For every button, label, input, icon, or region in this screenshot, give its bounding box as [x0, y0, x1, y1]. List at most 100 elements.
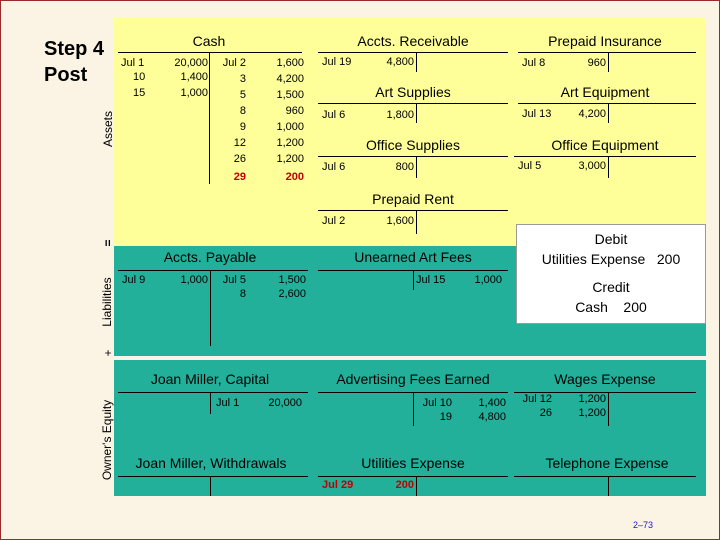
equity-side-label: Owner's Equity: [100, 399, 114, 481]
cash-credit-date-7: 26: [233, 153, 246, 165]
cash-new-credit-amount: 200: [285, 171, 304, 183]
cash-credit-date-6: 12: [233, 137, 246, 149]
equity-panel: [114, 360, 706, 496]
cash-debit-amount-3: 1,000: [180, 87, 208, 99]
office-supplies-t-stem: [416, 156, 417, 178]
wages-expense-t-top: [514, 392, 696, 393]
cash-credit-amount-7: 1,200: [276, 153, 304, 165]
art-supplies-title: Art Supplies: [375, 84, 451, 100]
art-supplies-debit-amount: 1,800: [386, 109, 414, 121]
unearned-art-fees-credit-date: Jul 15: [416, 274, 446, 286]
capital-t-stem: [210, 392, 211, 414]
unearned-art-fees-title: Unearned Art Fees: [354, 249, 472, 265]
accts-payable-credit-date-2: 8: [239, 288, 246, 300]
capital-credit-amount: 20,000: [268, 397, 302, 409]
art-equipment-debit-date: Jul 13: [522, 108, 552, 120]
art-supplies-debit-date: Jul 6: [322, 109, 346, 121]
art-equipment-t-top: [518, 103, 696, 104]
equals-sign: =: [101, 239, 115, 247]
utilities-expense-t-top: [318, 476, 508, 477]
art-equipment-debit-amount: 4,200: [578, 108, 606, 120]
advertising-fees-credit-amount-2: 4,800: [478, 411, 506, 423]
page-number: 2–73: [633, 520, 654, 530]
cash-debit-date-3: 15: [133, 87, 146, 99]
art-supplies-t-top: [318, 103, 508, 104]
note-credit-heading: Credit: [592, 279, 630, 295]
withdrawals-title: Joan Miller, Withdrawals: [135, 455, 287, 471]
capital-t-top: [118, 392, 308, 393]
cash-t-stem: [209, 52, 210, 184]
withdrawals-t-stem: [210, 476, 211, 496]
prepaid-insurance-title: Prepaid Insurance: [548, 33, 662, 49]
telephone-expense-t-top: [514, 476, 696, 477]
wages-expense-title: Wages Expense: [554, 371, 656, 387]
note-debit-heading: Debit: [594, 231, 628, 247]
note-credit-line: Cash 200: [575, 299, 647, 315]
office-supplies-debit-amount: 800: [395, 161, 414, 173]
accts-payable-credit-amount-1: 1,500: [278, 274, 306, 286]
accts-payable-debit-date: Jul 9: [122, 274, 146, 286]
office-supplies-title: Office Supplies: [366, 137, 460, 153]
art-supplies-t-stem: [416, 103, 417, 123]
cash-credit-date-3: 5: [239, 89, 246, 101]
accts-payable-credit-amount-2: 2,600: [278, 288, 306, 300]
accts-receivable-title: Accts. Receivable: [357, 33, 469, 49]
liabilities-side-label: Liabilities: [100, 277, 114, 327]
art-equipment-title: Art Equipment: [560, 84, 650, 100]
advertising-fees-credit-amount-1: 1,400: [478, 397, 506, 409]
accts-payable-debit-amount: 1,000: [180, 274, 208, 286]
cash-credit-amount-6: 1,200: [276, 137, 304, 149]
step-heading-line2: Post: [44, 64, 88, 86]
cash-debit-date-1: Jul 1: [121, 57, 145, 69]
cash-credit-amount-5: 1,000: [276, 121, 304, 133]
cash-new-credit-date: 29: [233, 171, 246, 183]
utilities-expense-debit-amount: 200: [395, 479, 414, 491]
cash-credit-amount-4: 960: [285, 105, 304, 117]
cash-credit-date-4: 8: [239, 105, 246, 117]
prepaid-insurance-debit-amount: 960: [587, 57, 606, 69]
assets-panel: [114, 18, 706, 246]
wages-expense-debit-date-2: 26: [539, 407, 552, 419]
advertising-fees-credit-date-1: Jul 10: [422, 397, 452, 409]
accts-receivable-debit-date: Jul 19: [322, 56, 352, 68]
accts-payable-t-top: [118, 270, 308, 271]
withdrawals-t-top: [118, 476, 308, 477]
prepaid-insurance-t-stem: [608, 52, 609, 72]
utilities-expense-t-stem: [416, 476, 417, 496]
office-equipment-debit-date: Jul 5: [518, 160, 542, 172]
art-equipment-t-stem: [608, 103, 609, 123]
cash-credit-amount-2: 4,200: [276, 73, 304, 85]
cash-debit-amount-1: 20,000: [174, 57, 208, 69]
plus-sign: +: [101, 349, 115, 357]
prepaid-rent-title: Prepaid Rent: [372, 191, 454, 207]
utilities-expense-debit-date: Jul 29: [322, 479, 354, 491]
advertising-fees-credit-date-2: 19: [439, 411, 452, 423]
office-equipment-t-stem: [608, 156, 609, 178]
utilities-expense-title: Utilities Expense: [361, 455, 465, 471]
accts-payable-credit-date-1: Jul 5: [222, 274, 246, 286]
cash-credit-amount-3: 1,500: [276, 89, 304, 101]
accts-receivable-t-stem: [416, 52, 417, 72]
wages-expense-t-stem: [608, 392, 609, 426]
capital-title: Joan Miller, Capital: [150, 371, 270, 387]
cash-credit-amount-1: 1,600: [276, 57, 304, 69]
journal-entry-note: Debit Utilities Expense 200 Credit Cash …: [516, 224, 706, 324]
cash-debit-amount-2: 1,400: [180, 71, 208, 83]
advertising-fees-title: Advertising Fees Earned: [336, 371, 490, 387]
prepaid-rent-t-top: [318, 210, 508, 211]
telephone-expense-title: Telephone Expense: [545, 455, 669, 471]
prepaid-insurance-t-top: [518, 52, 696, 53]
unearned-art-fees-t-stem: [413, 270, 414, 290]
prepaid-insurance-debit-date: Jul 8: [522, 57, 546, 69]
cash-t-top: [118, 52, 302, 53]
accts-payable-t-stem: [210, 270, 211, 346]
office-supplies-t-top: [318, 156, 508, 157]
wages-expense-debit-amount-2: 1,200: [578, 407, 606, 419]
prepaid-rent-debit-date: Jul 2: [322, 215, 346, 227]
prepaid-rent-debit-amount: 1,600: [386, 215, 414, 227]
office-supplies-debit-date: Jul 6: [322, 161, 346, 173]
step-heading: Step 4 Post: [44, 36, 104, 88]
telephone-expense-t-stem: [608, 476, 609, 496]
accts-receivable-debit-amount: 4,800: [386, 56, 414, 68]
cash-credit-date-1: Jul 2: [222, 57, 246, 69]
